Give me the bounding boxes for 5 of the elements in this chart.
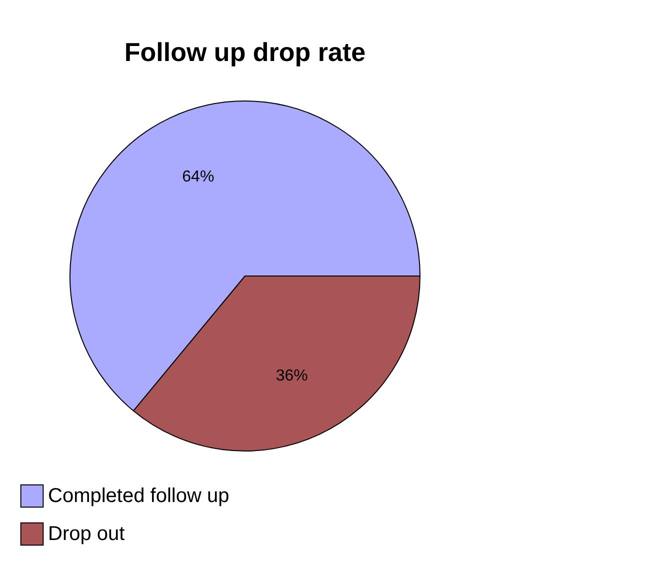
data-label: 36% [276,368,308,385]
legend-label: Completed follow up [48,485,230,507]
data-label: 64% [182,168,214,186]
chart-title: Follow up drop rate [124,37,366,67]
legend-label: Drop out [48,523,126,545]
